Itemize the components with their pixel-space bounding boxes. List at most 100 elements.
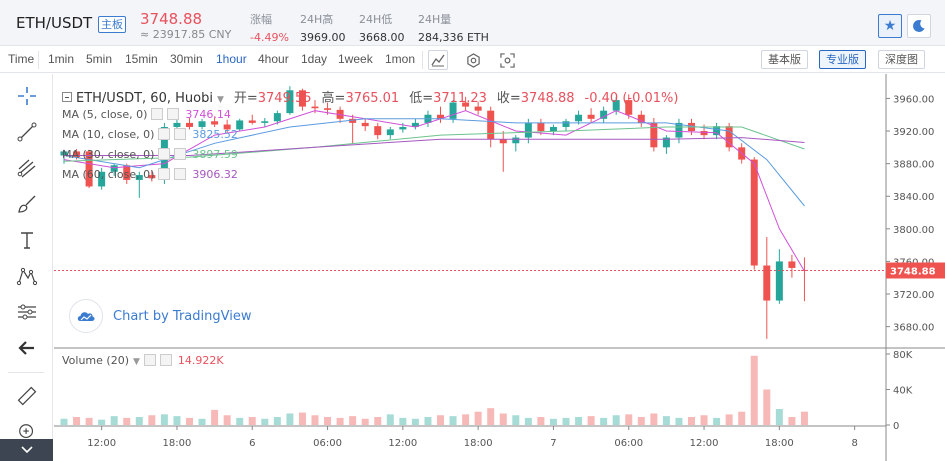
favorite-button[interactable]: ★: [878, 14, 902, 38]
back-button[interactable]: [10, 334, 44, 362]
board-badge[interactable]: 主板: [98, 16, 126, 33]
candle-body: [98, 171, 106, 187]
settings-button[interactable]: [463, 50, 483, 70]
close-icon[interactable]: [167, 108, 180, 120]
depth-chart-button[interactable]: 深度图: [878, 50, 925, 69]
candle-body: [110, 165, 118, 172]
text-tool[interactable]: [10, 226, 44, 254]
collapse-legend-icon[interactable]: [62, 92, 72, 102]
volume-bar: [738, 411, 746, 425]
settings-icon: [466, 52, 480, 68]
candle-body: [349, 118, 357, 123]
time-tick-label: 6: [249, 438, 255, 449]
tradingview-link[interactable]: Chart by TradingView: [113, 308, 252, 324]
candle-body: [173, 122, 181, 127]
ma60-legend[interactable]: MA (60, close, 0) 3906.32: [62, 168, 238, 181]
star-icon: ★: [883, 18, 897, 34]
close-icon[interactable]: [174, 168, 187, 180]
timeframe-1mon[interactable]: 1mon: [385, 52, 416, 66]
candle-body: [775, 261, 783, 301]
candle-body: [123, 165, 131, 180]
timeframe-1min[interactable]: 1min: [48, 52, 75, 66]
volume-bar: [123, 417, 131, 425]
volume-bar: [336, 417, 344, 425]
legend-dropdown-icon[interactable]: ▼: [216, 95, 224, 105]
pro-version-button[interactable]: 专业版: [819, 50, 866, 69]
settings-icon[interactable]: [143, 354, 156, 366]
settings-icon[interactable]: [151, 108, 164, 120]
volume-bar: [487, 408, 495, 425]
candle-body: [537, 122, 545, 132]
settings-icon[interactable]: [158, 148, 171, 160]
trend-line-tool[interactable]: [10, 118, 44, 146]
candle-body: [399, 126, 407, 130]
timeframe-1week[interactable]: 1week: [338, 52, 373, 66]
crosshair-tool[interactable]: [10, 82, 44, 110]
tradingview-branding[interactable]: Chart by TradingView: [69, 299, 251, 333]
candle-body: [374, 126, 382, 136]
settings-icon[interactable]: [158, 168, 171, 180]
pattern-tool[interactable]: [10, 262, 44, 290]
theme-toggle-button[interactable]: [907, 14, 931, 38]
brush-tool[interactable]: [10, 190, 44, 218]
ma-label: MA (60, close, 0): [62, 168, 155, 181]
candle-body: [788, 261, 796, 268]
indicator-button[interactable]: [428, 50, 448, 70]
candle-body: [713, 126, 721, 136]
volume-bar: [399, 417, 407, 425]
ma10-legend[interactable]: MA (10, close, 0) 3825.52: [62, 128, 238, 141]
chart-area[interactable]: 3960.003920.003880.003840.003800.003760.…: [54, 74, 945, 461]
volume-bar: [211, 409, 219, 425]
timeframe-time[interactable]: Time: [8, 52, 35, 66]
collapse-toolbar-button[interactable]: [0, 439, 53, 461]
timeframe-1day[interactable]: 1day: [301, 52, 328, 66]
screenshot-button[interactable]: [497, 50, 517, 70]
timeframe-5min[interactable]: 5min: [86, 52, 113, 66]
tradingview-logo: [69, 299, 103, 333]
trend-line-icon: [17, 122, 37, 142]
ma30-legend[interactable]: MA (30, close, 0) 3897.59: [62, 148, 238, 161]
candle-body: [273, 113, 281, 122]
volume-bar: [60, 418, 68, 425]
toolbar-divider: [8, 372, 44, 373]
candle-body: [261, 121, 269, 123]
ma-line: [64, 137, 805, 156]
measure-tool[interactable]: [10, 298, 44, 326]
volume-bar: [575, 417, 583, 425]
volume-bar: [386, 414, 394, 425]
ruler-tool[interactable]: [10, 382, 44, 410]
candle-body: [462, 102, 470, 107]
volume-bar: [713, 417, 721, 425]
close-icon[interactable]: [174, 148, 187, 160]
close-icon[interactable]: [159, 354, 172, 366]
volume-bar: [411, 418, 419, 425]
chart-background: [54, 74, 945, 461]
ma5-legend[interactable]: MA (5, close, 0) 3746.14: [62, 108, 231, 121]
candle-body: [411, 122, 419, 127]
basic-version-button[interactable]: 基本版: [761, 50, 808, 69]
chevron-down-icon[interactable]: ▼: [133, 357, 140, 367]
ma-value: 3897.59: [192, 148, 238, 161]
candle-body: [562, 121, 570, 127]
settings-icon[interactable]: [158, 128, 171, 140]
candle-body: [637, 114, 645, 123]
volume-bar: [361, 418, 369, 425]
zoom-in-tool[interactable]: [10, 418, 44, 446]
timeframe-30min[interactable]: 30min: [170, 52, 203, 66]
timeframe-15min[interactable]: 15min: [125, 52, 158, 66]
timeframe-4hour[interactable]: 4hour: [258, 52, 289, 66]
candle-body: [625, 100, 633, 115]
cloud-icon: [77, 312, 95, 321]
timeframe-1hour[interactable]: 1hour: [216, 52, 247, 66]
volume-legend[interactable]: Volume (20) ▼ 14.922K: [62, 354, 224, 367]
volume-bar: [800, 411, 808, 425]
candle-body: [725, 126, 733, 148]
ma-value: 3906.32: [192, 168, 238, 181]
close-icon[interactable]: [174, 128, 187, 140]
pitchfork-tool[interactable]: [10, 154, 44, 182]
price-chart[interactable]: 3960.003920.003880.003840.003800.003760.…: [54, 74, 945, 461]
price-tick-label: 3840.00: [893, 192, 934, 203]
brush-icon: [18, 195, 36, 213]
symbol-label[interactable]: ETH/USDT, 60, Huobi: [76, 91, 213, 106]
volume-bar: [73, 417, 81, 425]
